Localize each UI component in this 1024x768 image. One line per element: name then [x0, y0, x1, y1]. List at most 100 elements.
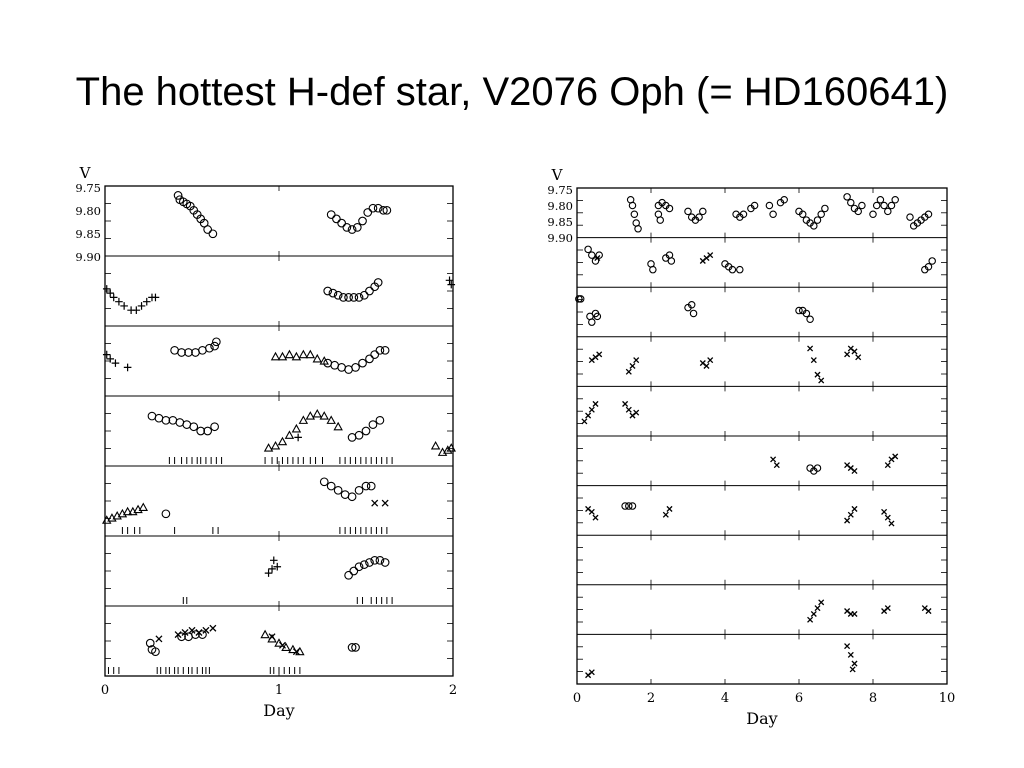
data-point-circle	[373, 278, 383, 287]
data-point-circle	[628, 201, 637, 210]
data-point-cross	[847, 651, 854, 658]
data-point-circle	[210, 341, 219, 351]
data-point-triangle	[138, 502, 149, 511]
data-point-plus	[447, 280, 456, 289]
data-point-plus	[273, 562, 282, 571]
data-point-circle	[151, 647, 160, 657]
data-point-circle	[595, 251, 603, 259]
data-point-circle	[739, 210, 748, 219]
data-point-circle	[342, 223, 352, 232]
data-point-circle	[347, 492, 357, 502]
data-point-circle	[379, 205, 388, 215]
data-point-triangle	[277, 351, 288, 361]
data-point-circle	[843, 193, 851, 201]
data-point-cross	[849, 666, 856, 673]
data-point-triangle	[263, 443, 274, 452]
data-point-cross	[633, 357, 640, 364]
y-tick-label: 9.85	[75, 227, 101, 241]
data-point-cross	[268, 633, 276, 641]
data-point-cross	[622, 400, 629, 407]
data-point-cross	[773, 462, 780, 469]
data-point-cross	[371, 499, 379, 507]
data-point-circle	[689, 309, 698, 318]
data-point-cross	[181, 628, 189, 636]
data-point-cross	[844, 351, 851, 358]
data-point-plus	[269, 556, 278, 565]
data-point-circle	[161, 509, 171, 519]
data-point-circle	[695, 213, 703, 221]
data-point-circle	[806, 315, 814, 324]
data-point-cross	[707, 252, 714, 259]
data-point-circle	[351, 643, 360, 652]
data-point-circle	[382, 205, 392, 215]
data-point-triangle	[270, 351, 281, 361]
data-point-circle	[665, 204, 674, 213]
data-point-circle	[332, 214, 341, 224]
data-point-cross	[807, 345, 814, 352]
data-point-circle	[333, 485, 343, 495]
data-point-circle	[373, 203, 383, 213]
data-point-cross	[851, 660, 858, 667]
y-tick-label: 9.90	[547, 231, 573, 245]
data-point-circle	[368, 420, 378, 429]
data-point-cross	[851, 610, 858, 617]
data-point-cross	[851, 505, 858, 512]
data-point-circle	[375, 345, 385, 355]
data-point-triangle	[326, 415, 336, 424]
data-point-circle	[634, 225, 642, 233]
data-point-circle	[584, 245, 592, 254]
data-point-circle	[359, 560, 369, 569]
x-tick-label: 1	[275, 683, 283, 698]
data-point-circle	[145, 638, 155, 648]
data-point-circle	[354, 293, 364, 302]
data-point-circle	[593, 312, 602, 321]
data-point-circle	[810, 222, 818, 230]
x-tick-label: 0	[101, 683, 109, 698]
data-point-cross	[851, 348, 858, 355]
data-point-circle	[359, 290, 369, 300]
data-point-circle	[813, 216, 822, 224]
data-point-circle	[375, 555, 385, 565]
data-point-triangle	[305, 349, 316, 359]
data-point-cross	[588, 508, 595, 515]
data-point-circle	[370, 350, 380, 359]
data-point-cross	[292, 648, 300, 656]
data-point-plus	[102, 350, 111, 359]
data-point-plus	[115, 297, 123, 306]
data-point-circle	[858, 201, 866, 210]
data-point-triangle	[443, 445, 453, 454]
data-point-cross	[625, 368, 632, 375]
data-point-triangle	[284, 430, 295, 439]
data-point-circle	[203, 426, 213, 436]
data-point-triangle	[305, 411, 316, 420]
data-point-plus	[111, 359, 120, 367]
data-point-triangle	[295, 646, 305, 656]
data-point-circle	[189, 422, 199, 432]
data-point-circle	[795, 306, 803, 315]
data-point-plus	[137, 302, 146, 310]
data-point-circle	[184, 348, 193, 357]
data-point-circle	[326, 210, 336, 219]
data-point-circle	[349, 566, 359, 576]
data-point-circle	[576, 295, 585, 303]
data-point-circle	[872, 201, 881, 210]
data-point-triangle	[446, 443, 456, 452]
data-point-triangle	[430, 441, 441, 450]
data-point-triangle	[260, 629, 270, 639]
data-point-circle	[198, 630, 207, 639]
data-point-triangle	[312, 353, 323, 363]
data-point-plus	[123, 363, 132, 372]
data-point-circle	[736, 265, 744, 274]
data-point-circle	[344, 570, 353, 580]
data-point-circle	[361, 481, 371, 491]
x-axis-label: Day	[746, 709, 777, 728]
data-point-circle	[354, 430, 364, 440]
data-point-circle	[769, 210, 777, 219]
data-point-circle	[177, 632, 186, 642]
data-point-triangle	[312, 409, 323, 418]
data-point-plus	[106, 355, 115, 363]
data-point-circle	[906, 213, 914, 221]
y-tick-label: 9.75	[547, 183, 573, 197]
data-point-cross	[818, 377, 825, 384]
data-point-cross	[592, 514, 599, 521]
